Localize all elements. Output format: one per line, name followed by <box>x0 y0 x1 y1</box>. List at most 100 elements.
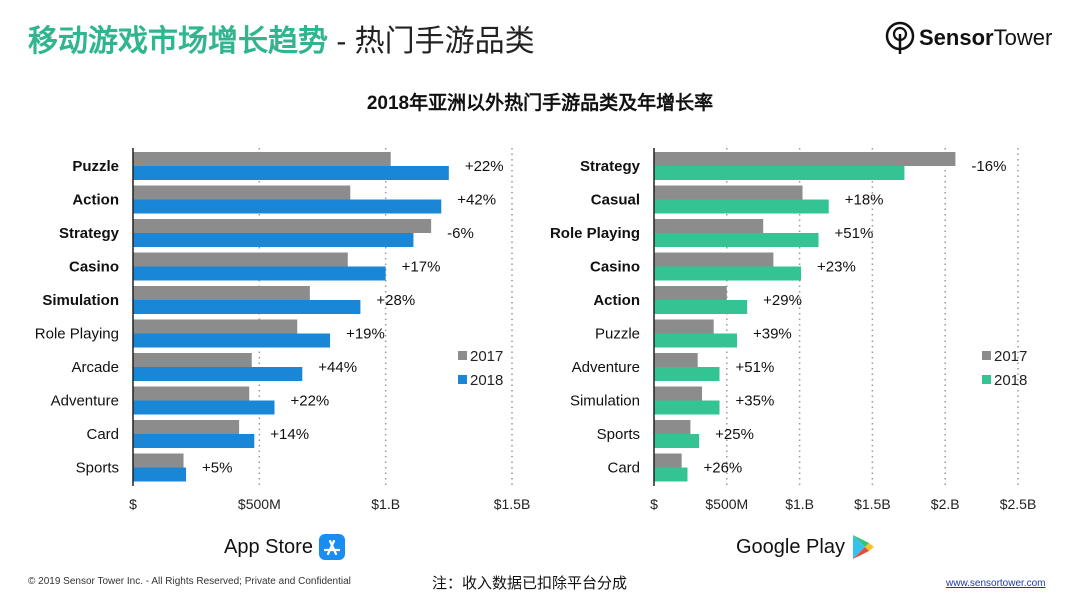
chart-title: 2018年亚洲以外热门手游品类及年增长率 <box>366 93 714 114</box>
logo-text: SensorTower <box>919 25 1053 50</box>
bar-2017 <box>654 219 764 233</box>
growth-label: +28% <box>376 292 415 309</box>
growth-label: +22% <box>465 158 504 175</box>
bar-2018 <box>654 367 720 381</box>
growth-label: +22% <box>290 393 329 410</box>
app-store-text: App Store <box>224 535 313 558</box>
category-label: Sports <box>597 426 640 443</box>
category-label: Sports <box>76 460 119 477</box>
bar-2017 <box>654 185 803 200</box>
bar-2018 <box>654 333 737 348</box>
bar-2017 <box>133 252 348 267</box>
copyright: © 2019 Sensor Tower Inc. - All Rights Re… <box>28 576 351 587</box>
bar-2017 <box>654 286 727 300</box>
category-label: Action <box>72 192 119 209</box>
bar-2018 <box>133 233 414 247</box>
bar-2017 <box>133 353 252 367</box>
bar-2018 <box>133 400 275 415</box>
growth-label: +17% <box>402 259 441 276</box>
bar-2018 <box>133 266 386 281</box>
bar-2018 <box>133 333 331 348</box>
category-label: Casino <box>590 259 640 276</box>
bar-2018 <box>654 166 905 180</box>
sensor-tower-logo-icon <box>885 21 915 54</box>
bar-2017 <box>133 386 250 401</box>
x-tick-label: $ <box>129 496 137 512</box>
bar-2017 <box>133 420 240 434</box>
google-play-icon <box>852 535 874 559</box>
x-tick-label: $1.5B <box>494 496 531 512</box>
legend-swatch-2018 <box>458 375 467 384</box>
footnote: 注：收入数据已扣除平台分成 <box>432 575 628 592</box>
slide-title-main: 移动游戏市场增长趋势 <box>28 25 328 58</box>
category-label: Casual <box>591 192 640 209</box>
legend-label-2018: 2018 <box>470 372 503 389</box>
growth-label: +51% <box>835 225 874 242</box>
bar-2017 <box>654 420 691 434</box>
growth-label: +44% <box>318 359 357 376</box>
growth-label: +51% <box>736 359 775 376</box>
app-store-icon <box>318 534 345 560</box>
bar-2018 <box>654 434 700 448</box>
legend-label-2018: 2018 <box>994 372 1027 389</box>
growth-label: +29% <box>763 292 802 309</box>
growth-label: +23% <box>817 259 856 276</box>
bar-2018 <box>654 400 720 415</box>
growth-label: +14% <box>270 426 309 443</box>
app-store-label: App Store <box>224 534 345 560</box>
legend-label-2017: 2017 <box>994 348 1027 365</box>
bar-2018 <box>654 266 802 281</box>
legend-swatch-2018 <box>982 375 991 384</box>
x-tick-label: $1.B <box>371 496 400 512</box>
growth-label: +35% <box>736 393 775 410</box>
bar-2018 <box>133 434 255 448</box>
slide-title-sub: - 热门手游品类 <box>328 25 535 58</box>
website-link[interactable]: www.sensortower.com <box>946 578 1046 589</box>
growth-label: +5% <box>202 460 232 477</box>
category-label: Casino <box>69 259 119 276</box>
growth-label: +42% <box>457 192 496 209</box>
category-label: Strategy <box>59 225 120 242</box>
bar-2017 <box>654 319 714 334</box>
legend-label-2017: 2017 <box>470 348 503 365</box>
bar-2017 <box>133 219 432 233</box>
slide-title: 移动游戏市场增长趋势 - 热门手游品类 <box>28 16 535 60</box>
bar-2018 <box>133 300 361 314</box>
bar-2017 <box>654 353 698 367</box>
x-tick-label: $ <box>650 496 658 512</box>
category-label: Card <box>86 426 119 443</box>
bar-2017 <box>654 252 774 267</box>
category-label: Role Playing <box>550 225 640 242</box>
growth-label: +25% <box>715 426 754 443</box>
x-tick-label: $1.5B <box>854 496 891 512</box>
x-tick-label: $500M <box>238 496 281 512</box>
category-label: Puzzle <box>72 158 119 175</box>
growth-label: +18% <box>845 192 884 209</box>
category-label: Card <box>607 460 640 477</box>
bar-2018 <box>654 300 748 314</box>
category-label: Strategy <box>580 158 641 175</box>
bar-2017 <box>133 286 310 300</box>
growth-label: -6% <box>447 225 474 242</box>
x-tick-label: $1.B <box>785 496 814 512</box>
bar-2017 <box>654 453 682 468</box>
growth-label: +26% <box>703 460 742 477</box>
bar-2017 <box>654 152 956 166</box>
x-tick-label: $2.5B <box>1000 496 1037 512</box>
google-play-label: Google Play <box>736 534 875 560</box>
bar-2018 <box>654 199 829 214</box>
category-label: Simulation <box>570 393 640 410</box>
bar-2018 <box>133 367 303 381</box>
legend-swatch-2017 <box>982 351 991 360</box>
growth-label: +19% <box>346 326 385 343</box>
growth-label: -16% <box>971 158 1006 175</box>
sensor-tower-logo: SensorTower <box>885 20 1052 56</box>
bar-2018 <box>654 467 688 482</box>
x-tick-label: $500M <box>705 496 748 512</box>
bar-2017 <box>133 185 351 200</box>
legend-swatch-2017 <box>458 351 467 360</box>
category-label: Arcade <box>71 359 119 376</box>
category-label: Role Playing <box>35 326 119 343</box>
google-play-text: Google Play <box>736 535 845 558</box>
